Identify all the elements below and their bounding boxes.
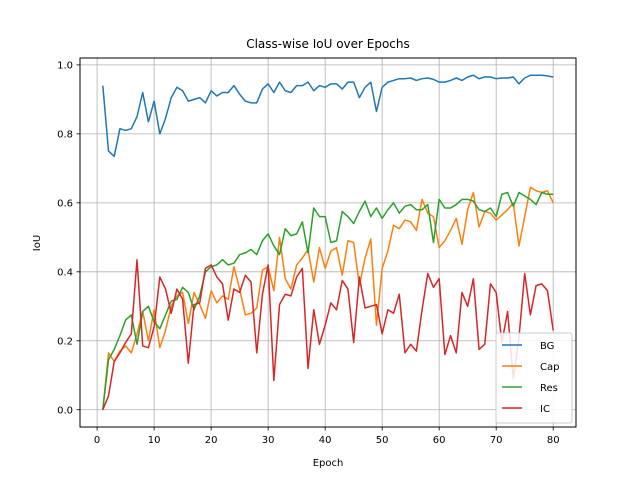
- legend-label-ic: IC: [540, 404, 550, 415]
- y-tick-label: 1.0: [57, 60, 73, 71]
- x-tick-label: 60: [433, 435, 446, 446]
- legend-box: [495, 332, 573, 424]
- y-tick-label: 0.4: [57, 267, 73, 278]
- legend-label-bg: BG: [540, 341, 554, 352]
- x-tick-label: 30: [262, 435, 275, 446]
- series-line-ic: [102, 258, 554, 411]
- y-tick-label: 0.6: [57, 198, 73, 209]
- x-tick-label: 50: [376, 435, 389, 446]
- legend: BG Cap Res IC: [495, 332, 573, 424]
- y-axis-label: IoU: [32, 235, 43, 251]
- x-tick-label: 10: [148, 435, 161, 446]
- plot-frame: [79, 57, 577, 428]
- chart-title: Class-wise IoU over Epochs: [246, 37, 410, 51]
- legend-label-cap: Cap: [540, 362, 559, 373]
- series-line-cap: [102, 186, 554, 410]
- y-tick-label: 0.0: [57, 405, 73, 416]
- x-tick-label: 40: [319, 435, 332, 446]
- x-axis-label: Epoch: [313, 458, 344, 469]
- ticks: 0 10 20 30 40 50 60 70 80 0.0 0.2 0.4 0.6 0.8 1.0: [57, 60, 559, 446]
- series-line-res: [102, 191, 554, 410]
- x-tick-label: 20: [205, 435, 218, 446]
- series-layer: [102, 74, 554, 411]
- legend-label-res: Res: [540, 383, 558, 394]
- x-tick-label: 80: [547, 435, 560, 446]
- x-tick-label: 0: [94, 435, 100, 446]
- grid: [80, 58, 576, 427]
- series-line-bg: [102, 74, 554, 158]
- x-tick-label: 70: [490, 435, 503, 446]
- y-tick-label: 0.2: [57, 336, 73, 347]
- y-tick-label: 0.8: [57, 129, 73, 140]
